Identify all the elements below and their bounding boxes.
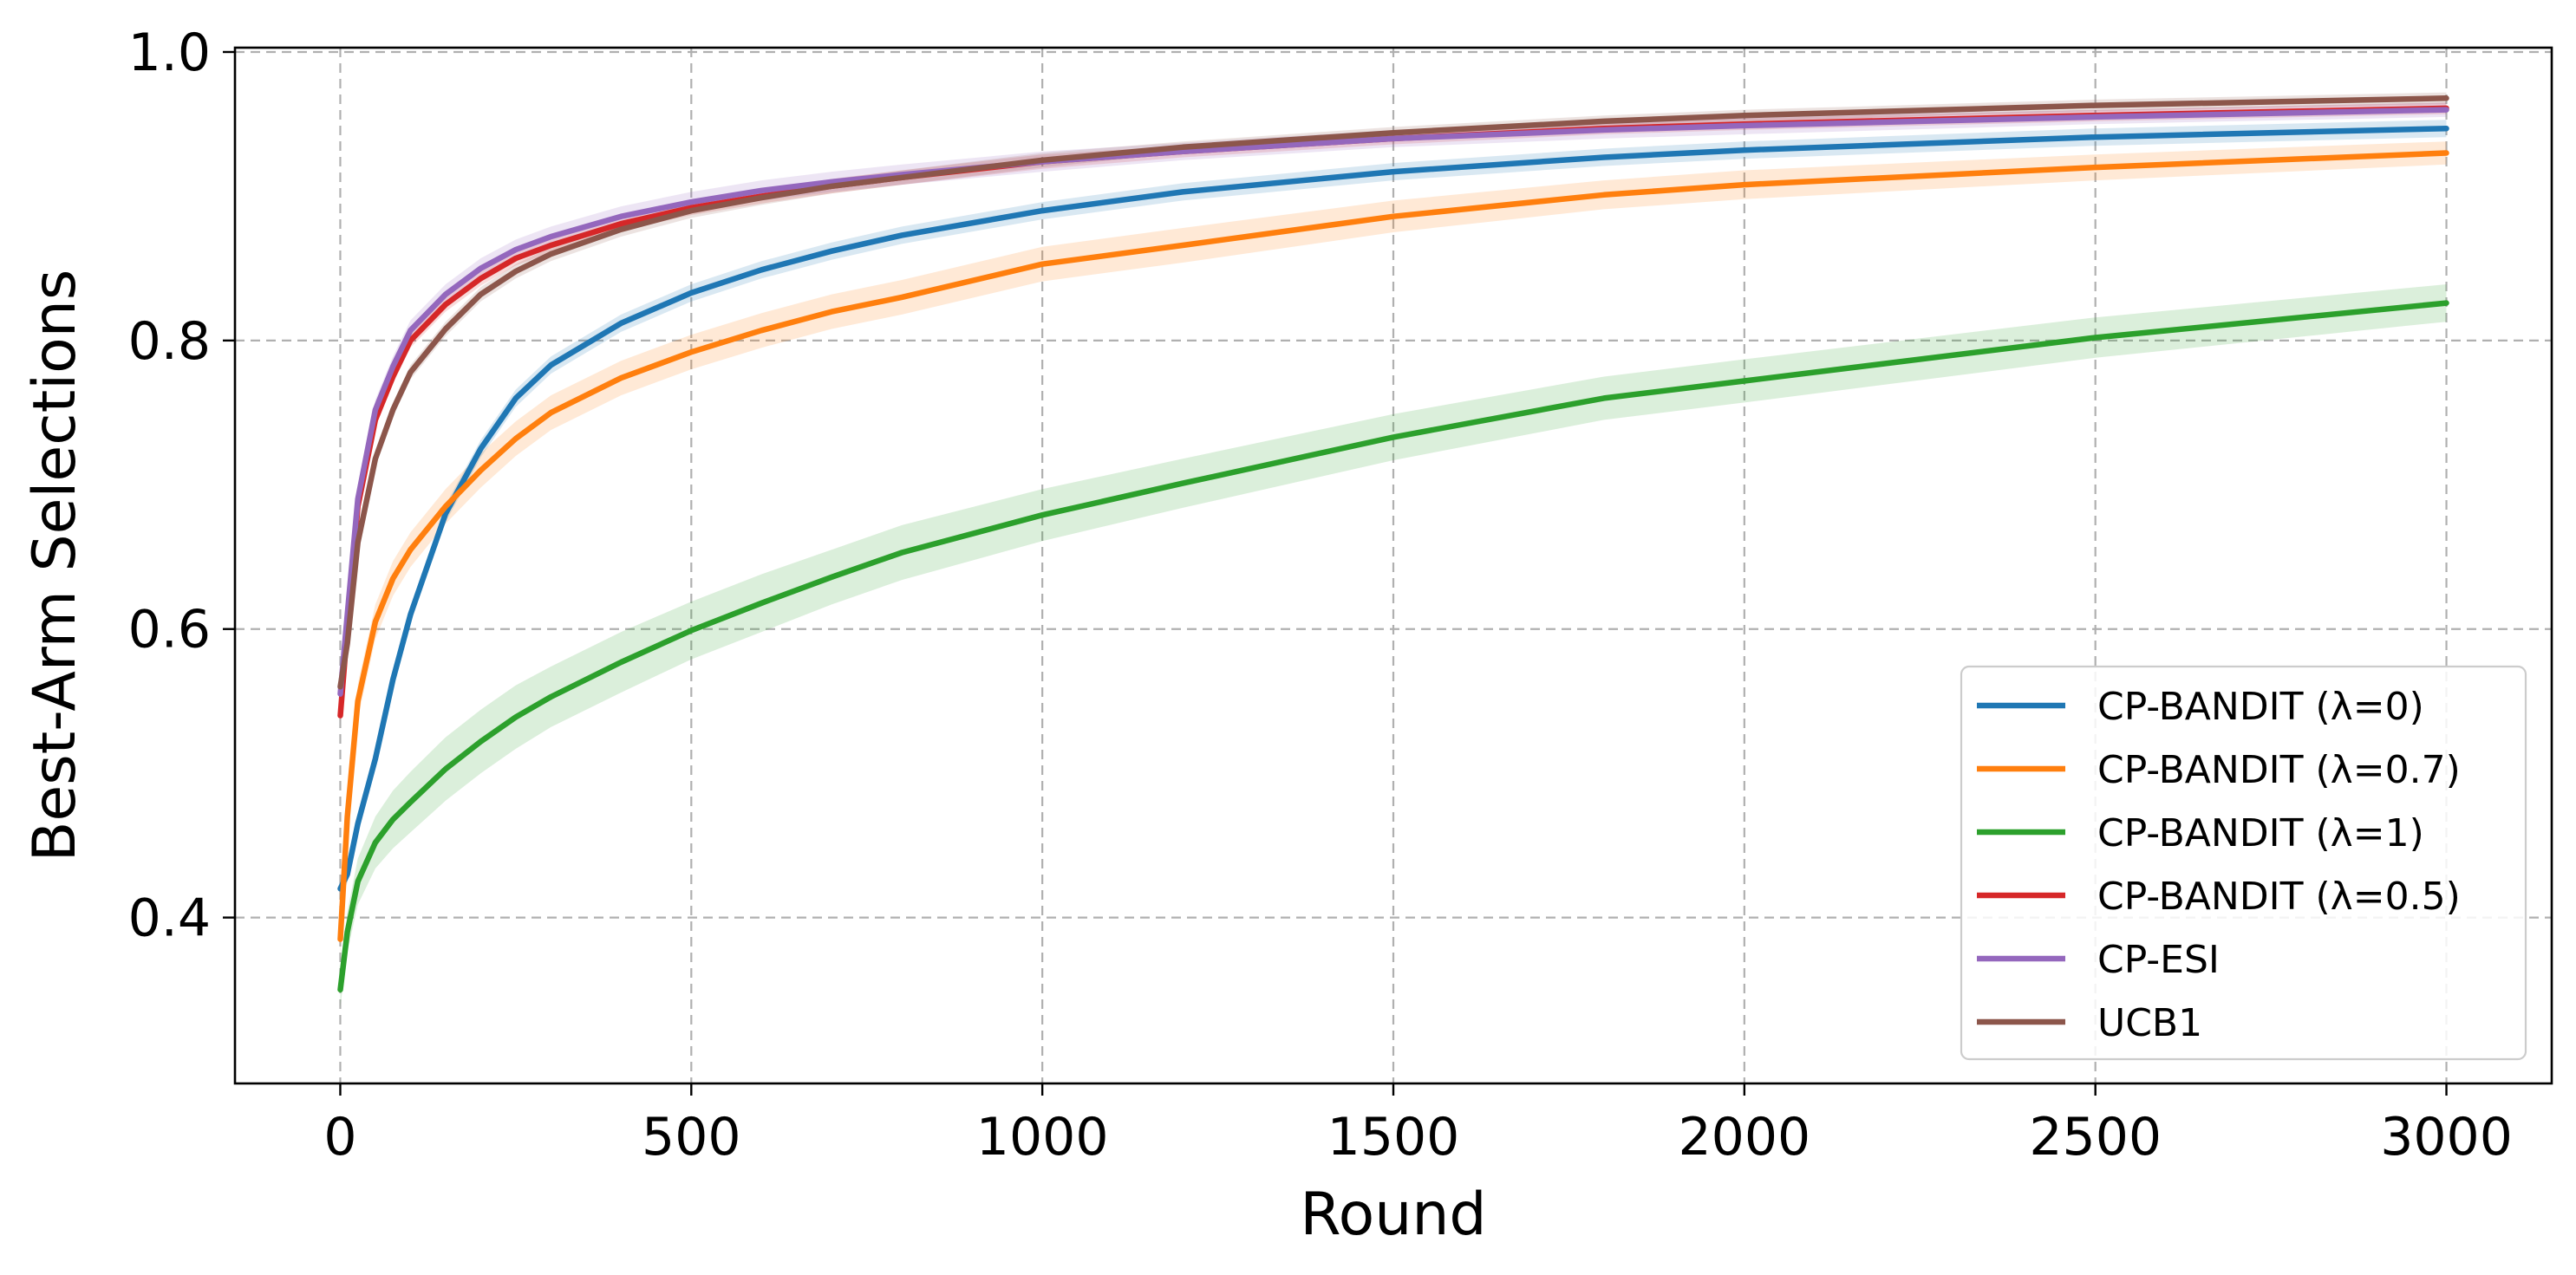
series-line bbox=[337, 125, 2449, 892]
legend-label: CP-BANDIT (λ=0) bbox=[2097, 685, 2424, 729]
y-tick-label: 1.0 bbox=[128, 23, 211, 83]
legend-label: CP-BANDIT (λ=1) bbox=[2097, 811, 2424, 855]
x-tick-label: 1000 bbox=[976, 1107, 1109, 1168]
x-tick-label: 0 bbox=[323, 1107, 356, 1168]
x-tick-label: 2000 bbox=[1678, 1107, 1810, 1168]
x-tick-label: 2500 bbox=[2029, 1107, 2162, 1168]
y-axis-ticks: 0.4 0.6 0.8 1.0 bbox=[128, 23, 235, 949]
x-axis-title: Round bbox=[1300, 1181, 1486, 1249]
legend-box bbox=[1960, 665, 2527, 1061]
series-line bbox=[337, 150, 2449, 942]
legend-label: CP-BANDIT (λ=0.7) bbox=[2097, 748, 2461, 792]
series-line bbox=[337, 300, 2449, 993]
legend-label: UCB1 bbox=[2097, 1001, 2202, 1045]
series-lines bbox=[337, 95, 2449, 993]
y-axis-title: Best-Arm Selections bbox=[21, 270, 89, 862]
confidence-bands bbox=[340, 92, 2447, 1007]
x-tick-label: 3000 bbox=[2380, 1107, 2513, 1168]
legend-label: CP-ESI bbox=[2097, 938, 2220, 982]
x-tick-label: 1500 bbox=[1327, 1107, 1460, 1168]
y-tick-label: 0.4 bbox=[128, 888, 211, 949]
y-tick-label: 0.6 bbox=[128, 600, 211, 660]
series-line bbox=[337, 107, 2449, 697]
series-line bbox=[337, 95, 2449, 690]
x-axis-ticks: 0 500 1000 1500 2000 2500 3000 bbox=[323, 1083, 2513, 1168]
y-tick-label: 0.8 bbox=[128, 311, 211, 372]
legend-label: CP-BANDIT (λ=0.5) bbox=[2097, 875, 2461, 919]
x-tick-label: 500 bbox=[642, 1107, 741, 1168]
series-band bbox=[340, 284, 2447, 1007]
legend: CP-BANDIT (λ=0) CP-BANDIT (λ=0.7) CP-BANDI… bbox=[1960, 665, 2527, 1061]
